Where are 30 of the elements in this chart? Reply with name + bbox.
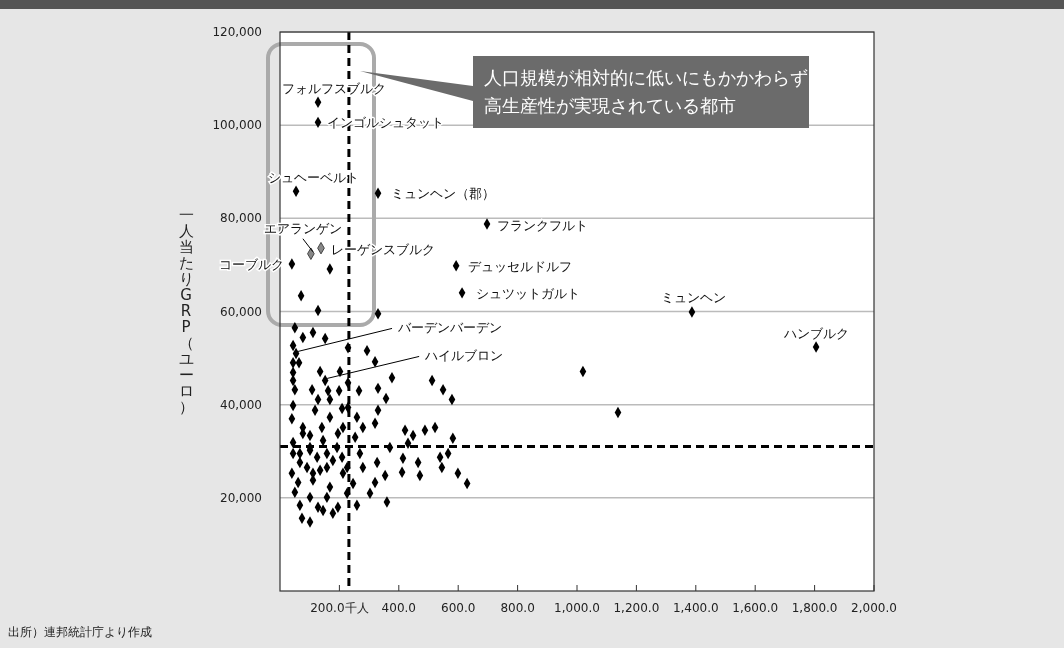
y-tick-label: 120,000 [212, 25, 262, 39]
x-tick-label: 200.0千人 [310, 601, 369, 615]
x-tick-label: 400.0 [381, 601, 416, 615]
y-tick-label: 20,000 [220, 490, 262, 505]
text: 出所）連邦統計庁より作成 [8, 625, 152, 639]
x-tick-label: 1,600.0 [732, 601, 779, 615]
annotation: レーゲンスブルク [330, 242, 435, 258]
annotation: 人口規模が相対的に低いにもかかわらず高生産性が実現されている都市 [484, 67, 808, 116]
y-tick-label: 40,000 [220, 397, 262, 412]
annotation: ハンブルク [782, 325, 849, 341]
x-tick-label: 1,200.0 [613, 601, 660, 615]
x-tick-label: 2,000.0 [851, 601, 897, 615]
annotation: バーデンバーデン [397, 320, 503, 336]
annotation: フォルフスブルク [282, 81, 387, 97]
annotation: ミュンヘン（郡） [391, 186, 496, 202]
x-tick-label: 1,000.0 [554, 601, 600, 615]
x-tick-label: 800.0 [500, 601, 535, 615]
annotation: インゴルシュタット [327, 115, 445, 131]
x-tick-label: 600.0 [441, 601, 476, 615]
y-tick-label: 100,000 [212, 118, 262, 133]
y-tick-label: 60,000 [220, 304, 262, 319]
text: 一人当たりGRP（ユーロ） [178, 205, 194, 416]
annotation: フランクフルト [497, 217, 589, 233]
annotation: ミュンヘン [661, 289, 727, 305]
annotation: ハイルブロン [424, 348, 504, 364]
x-tick-label: 1,400.0 [672, 601, 719, 615]
annotation: デュッセルドルフ [468, 258, 573, 274]
x-tick-label: 1,800.0 [791, 601, 838, 615]
y-tick-label: 80,000 [220, 211, 262, 226]
annotation: シュツットガルト [476, 285, 581, 301]
